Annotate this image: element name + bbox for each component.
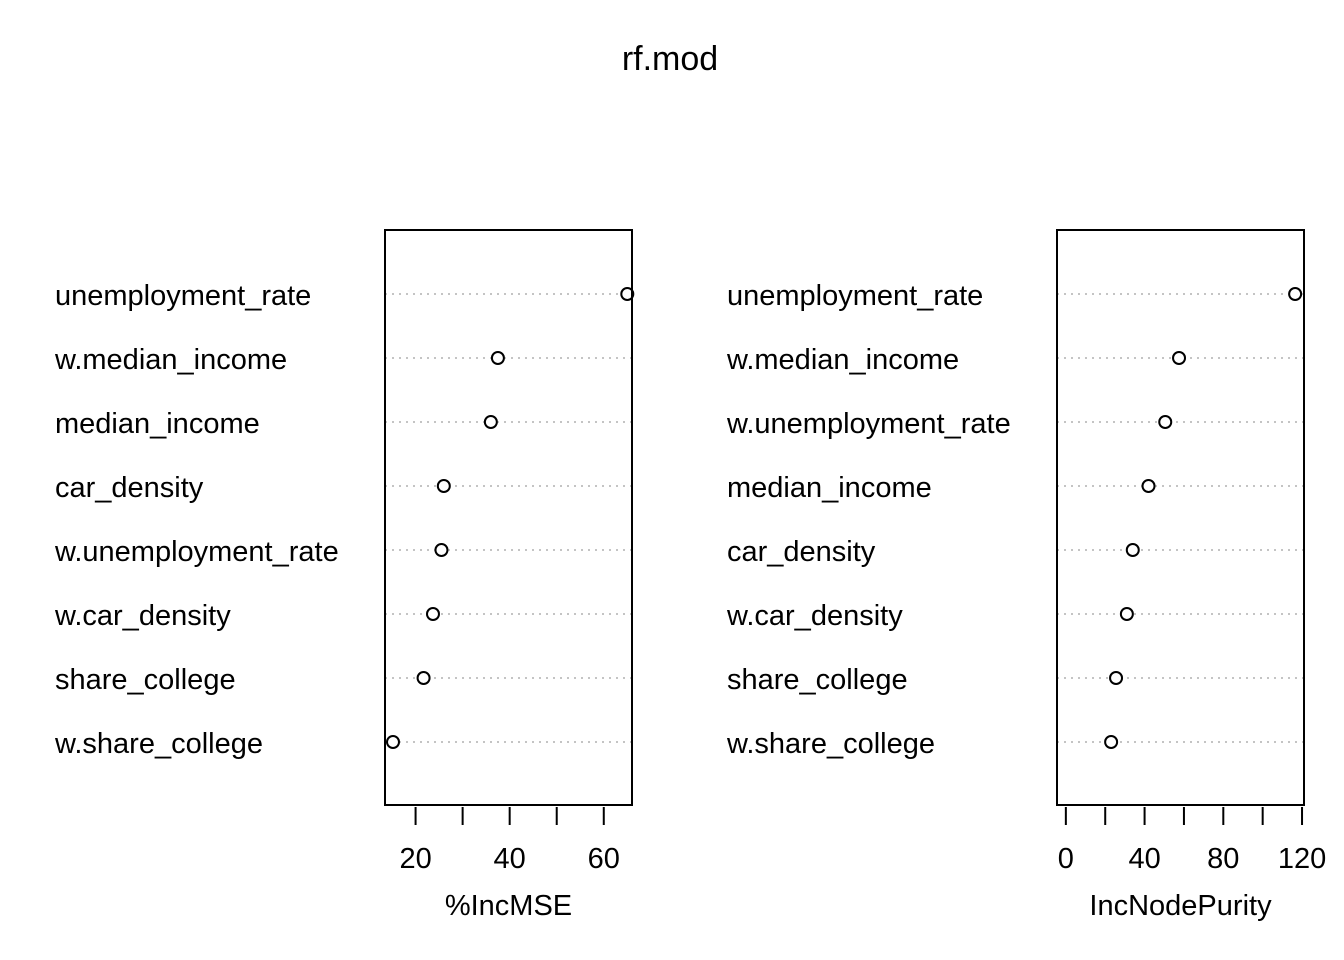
- variable-label: median_income: [727, 472, 932, 504]
- variable-label: w.median_income: [726, 344, 959, 376]
- x-tick-label: 0: [1058, 843, 1074, 875]
- data-point: [1141, 479, 1156, 493]
- data-point: [620, 287, 635, 301]
- data-point: [416, 671, 431, 685]
- plot-frame: [384, 229, 633, 806]
- x-axis-title: %IncMSE: [445, 890, 572, 922]
- variable-label: w.share_college: [726, 728, 935, 760]
- data-point: [1119, 607, 1134, 621]
- data-point: [483, 415, 498, 429]
- data-point: [436, 479, 451, 493]
- data-point: [1104, 735, 1119, 749]
- variable-label: w.share_college: [54, 728, 263, 760]
- data-point: [1288, 287, 1303, 301]
- panel-2: unemployment_rate w.median_income w.unempl…: [726, 229, 1326, 922]
- variable-label: w.unemployment_rate: [54, 536, 339, 568]
- panels: unemployment_rate w.median_income median_i…: [54, 229, 1326, 922]
- variable-label: w.car_density: [54, 600, 231, 632]
- x-tick-label: 60: [588, 843, 620, 875]
- variable-label: unemployment_rate: [727, 280, 983, 312]
- variable-label: w.unemployment_rate: [726, 408, 1011, 440]
- data-point: [1125, 543, 1140, 557]
- data-point: [425, 607, 440, 621]
- data-point: [385, 735, 400, 749]
- x-tick-label: 40: [494, 843, 526, 875]
- chart-title: rf.mod: [622, 40, 718, 78]
- variable-label: w.car_density: [726, 600, 903, 632]
- variable-label: w.median_income: [54, 344, 287, 376]
- variable-label: share_college: [55, 664, 236, 696]
- x-axis-title: IncNodePurity: [1089, 890, 1272, 922]
- x-tick-label: 40: [1128, 843, 1160, 875]
- variable-label: car_density: [55, 472, 204, 504]
- variable-label: median_income: [55, 408, 260, 440]
- variable-label: share_college: [727, 664, 908, 696]
- variable-label: car_density: [727, 536, 876, 568]
- variable-label: unemployment_rate: [55, 280, 311, 312]
- x-tick-label: 20: [399, 843, 431, 875]
- data-point: [1109, 671, 1124, 685]
- data-point: [490, 351, 505, 365]
- x-tick-label: 80: [1207, 843, 1239, 875]
- panel-1: unemployment_rate w.median_income median_i…: [54, 229, 635, 922]
- data-point: [1158, 415, 1173, 429]
- plot-frame: [1056, 229, 1305, 806]
- x-tick-label: 120: [1278, 843, 1326, 875]
- data-point: [1172, 351, 1187, 365]
- data-point: [434, 543, 449, 557]
